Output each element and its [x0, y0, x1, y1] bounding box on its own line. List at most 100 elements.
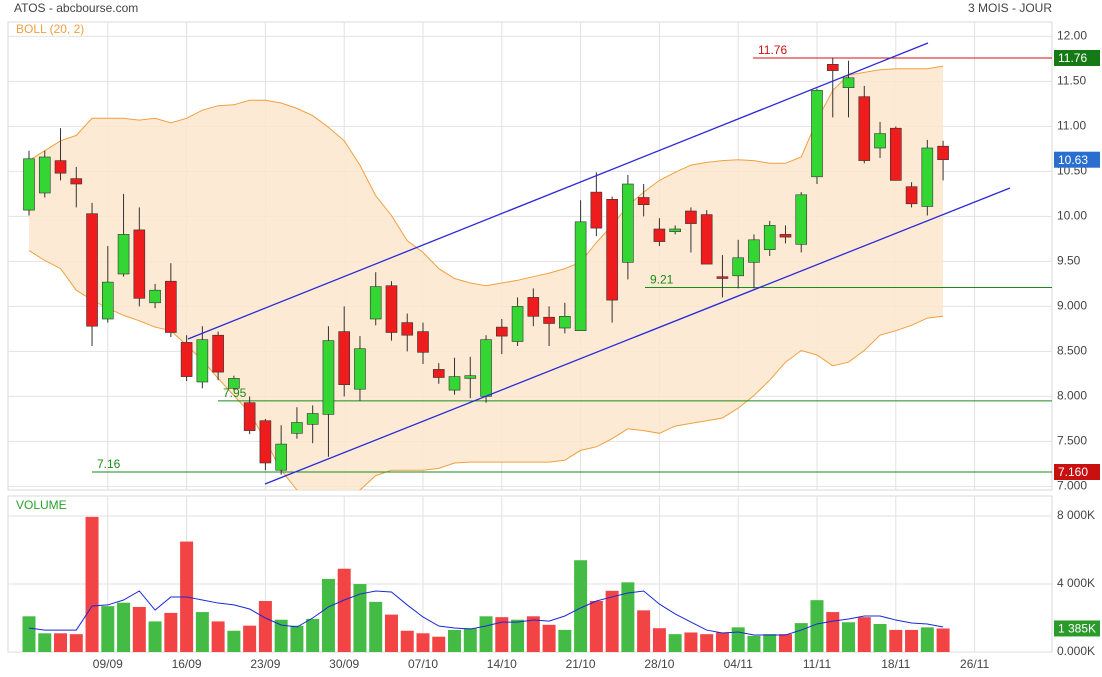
- x-tick-label: 07/10: [408, 657, 438, 671]
- candle-body: [259, 420, 272, 464]
- volume-bar: [794, 623, 808, 652]
- volume-bar: [38, 633, 52, 652]
- candle-body: [622, 183, 634, 263]
- y-tick-label: 9.50: [1057, 254, 1081, 268]
- y-tick-label: 10.00: [1057, 209, 1087, 223]
- candle-body: [385, 285, 398, 333]
- candle-body: [432, 369, 445, 378]
- x-tick-label: 18/11: [881, 657, 910, 671]
- candle-body: [369, 286, 382, 320]
- y-tick-label: 0.000K: [1057, 644, 1095, 658]
- price-tag: [1054, 151, 1100, 168]
- volume-plot: [8, 496, 1052, 652]
- y-tick-label: 12.00: [1057, 29, 1087, 43]
- candle-body: [811, 90, 823, 178]
- candle-body: [574, 221, 587, 332]
- volume-bar: [243, 625, 257, 652]
- volume-label: VOLUME: [16, 498, 67, 512]
- candle-body: [448, 376, 461, 391]
- volume-bar: [542, 624, 556, 652]
- candle-body: [70, 178, 83, 185]
- volume-bar: [605, 590, 619, 652]
- chart-title: ATOS - abcbourse.com: [14, 1, 138, 15]
- volume-bar: [321, 578, 335, 652]
- candle-body: [921, 147, 934, 207]
- volume-bar: [652, 628, 666, 652]
- candle-body: [275, 443, 287, 471]
- x-tick-label: 04/11: [724, 657, 753, 671]
- candle-body: [590, 191, 603, 229]
- price-tag-label: 11.76: [1058, 51, 1087, 65]
- volume-bar: [731, 627, 745, 652]
- volume-bar: [905, 629, 919, 652]
- y-tick-label: 8.000: [1057, 389, 1087, 403]
- volume-bar: [920, 627, 934, 652]
- volume-bar: [337, 568, 351, 652]
- candle-body: [795, 194, 808, 245]
- candle-body: [495, 326, 508, 337]
- x-tick-label: 14/10: [487, 657, 517, 671]
- level-label: 11.76: [758, 43, 787, 57]
- volume-bar: [117, 602, 131, 652]
- candle-body: [165, 280, 177, 333]
- candle-body: [464, 375, 477, 379]
- candle-body: [732, 257, 745, 277]
- candle-body: [196, 339, 209, 383]
- candle-body: [527, 297, 540, 317]
- candle-body: [511, 306, 524, 342]
- volume-bar: [369, 601, 383, 652]
- candle-body: [117, 234, 130, 275]
- x-tick-label: 28/10: [644, 657, 674, 671]
- candle-body: [842, 77, 855, 89]
- volume-bar: [668, 634, 682, 652]
- volume-bar: [511, 619, 525, 652]
- volume-bar: [621, 582, 635, 652]
- volume-bar: [258, 601, 272, 652]
- volume-bar: [495, 617, 509, 652]
- price-tag: [1054, 464, 1100, 480]
- volume-bar: [54, 633, 68, 652]
- candle-body: [637, 197, 650, 205]
- volume-bar: [400, 630, 414, 652]
- candle-body: [228, 378, 240, 389]
- candle-body: [543, 316, 555, 324]
- y-tick-label: 8.500: [1057, 344, 1087, 358]
- candle-body: [417, 331, 429, 353]
- x-tick-label: 26/11: [960, 657, 989, 671]
- candle-body: [212, 334, 224, 373]
- y-tick-label: 9.000: [1057, 299, 1087, 313]
- price-plot: [8, 22, 1052, 490]
- x-tick-label: 23/09: [250, 657, 280, 671]
- volume-bar: [432, 636, 446, 652]
- candle-body: [133, 229, 146, 299]
- candle-body: [700, 214, 713, 265]
- volume-bar: [227, 630, 241, 652]
- volume-bar: [148, 621, 162, 652]
- bollinger-upper: [28, 65, 944, 287]
- volume-bar: [463, 628, 477, 652]
- volume-bar: [69, 634, 83, 652]
- volume-bar: [589, 601, 603, 652]
- volume-bar: [274, 619, 288, 652]
- volume-bar: [526, 616, 540, 652]
- candle-body: [306, 413, 319, 425]
- candle-body: [937, 145, 949, 160]
- y-tick-label: 7.000: [1057, 479, 1087, 493]
- volume-bar: [574, 560, 588, 652]
- candle-body: [480, 339, 492, 397]
- candle-body: [23, 158, 35, 211]
- x-tick-label: 09/09: [93, 657, 123, 671]
- volume-bar: [826, 612, 840, 652]
- candle-body: [889, 127, 902, 181]
- x-tick-label: 16/09: [172, 657, 202, 671]
- x-tick-label: 11/11: [803, 657, 832, 671]
- y-tick-label: 11.50: [1057, 74, 1086, 88]
- volume-bar: [101, 606, 115, 652]
- volume-bar: [857, 617, 871, 652]
- candle-body: [180, 342, 193, 377]
- level-label: 7.95: [223, 386, 247, 400]
- volume-bar: [889, 629, 903, 652]
- price-tag-label: 7.160: [1058, 465, 1088, 479]
- candle-body: [54, 160, 67, 174]
- volume-bar: [448, 629, 462, 652]
